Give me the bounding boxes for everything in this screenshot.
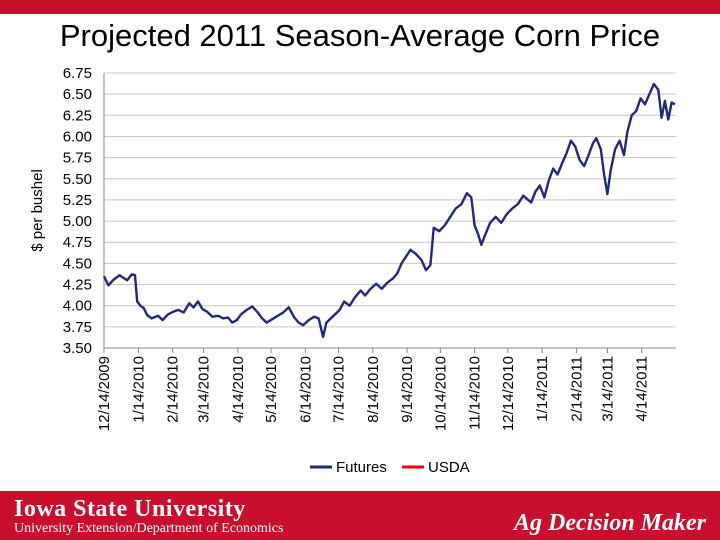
y-tick-label: 6.00 [63,128,92,145]
y-tick-label: 6.25 [63,107,92,124]
y-tick-label: 5.00 [63,213,92,230]
ag-decision-maker-logo: Ag Decision Maker [514,510,706,536]
x-tick-label: 3/14/2011 [599,356,616,422]
x-tick-label: 7/14/2010 [331,356,348,423]
x-tick-label: 2/14/2011 [568,356,585,422]
title-accent-bar [0,0,720,14]
y-tick-label: 4.00 [63,298,92,315]
y-axis-label: $ per bushel [29,169,46,252]
x-tick-label: 12/14/2010 [500,356,517,431]
x-tick-label: 4/14/2011 [634,356,651,422]
x-tick-label: 2/14/2010 [165,356,182,423]
legend-label: USDA [428,459,470,476]
y-tick-label: 3.50 [63,340,92,357]
y-tick-label: 4.25 [63,277,92,294]
x-tick-label: 1/14/2010 [130,356,147,423]
slide-title: Projected 2011 Season-Average Corn Price [59,18,661,53]
x-tick-label: 10/14/2010 [432,356,449,431]
x-tick-label: 4/14/2010 [230,356,247,423]
series-line-futures [102,82,676,339]
x-tick-label: 5/14/2010 [263,356,280,423]
x-tick-label: 3/14/2010 [196,356,213,423]
x-tick-label: 1/14/2011 [534,356,551,422]
x-tick-label: 12/14/2009 [96,356,113,431]
y-tick-label: 4.50 [63,255,92,272]
footer-bar [0,491,720,540]
footer-subtitle: University Extension/Department of Econo… [14,521,284,536]
x-tick-label: 6/14/2010 [297,356,314,423]
y-tick-label: 6.75 [63,65,92,82]
legend-label: Futures [336,459,387,476]
y-tick-label: 6.50 [63,86,92,103]
y-tick-label: 4.75 [63,234,92,251]
x-tick-label: 9/14/2010 [399,356,416,423]
corn-price-chart: 3.50 3.75 4.00 4.25 4.50 4.75 5.00 5.25 5.50 5.75… [29,65,676,476]
y-tick-label: 5.75 [63,150,92,167]
y-tick-label: 5.50 [63,171,92,188]
y-tick-label: 5.25 [63,192,92,209]
x-tick-label: 8/14/2010 [365,356,382,423]
isu-logo: Iowa State University [14,496,246,522]
y-tick-label: 3.75 [63,319,92,336]
x-tick-label: 11/14/2010 [467,356,484,430]
